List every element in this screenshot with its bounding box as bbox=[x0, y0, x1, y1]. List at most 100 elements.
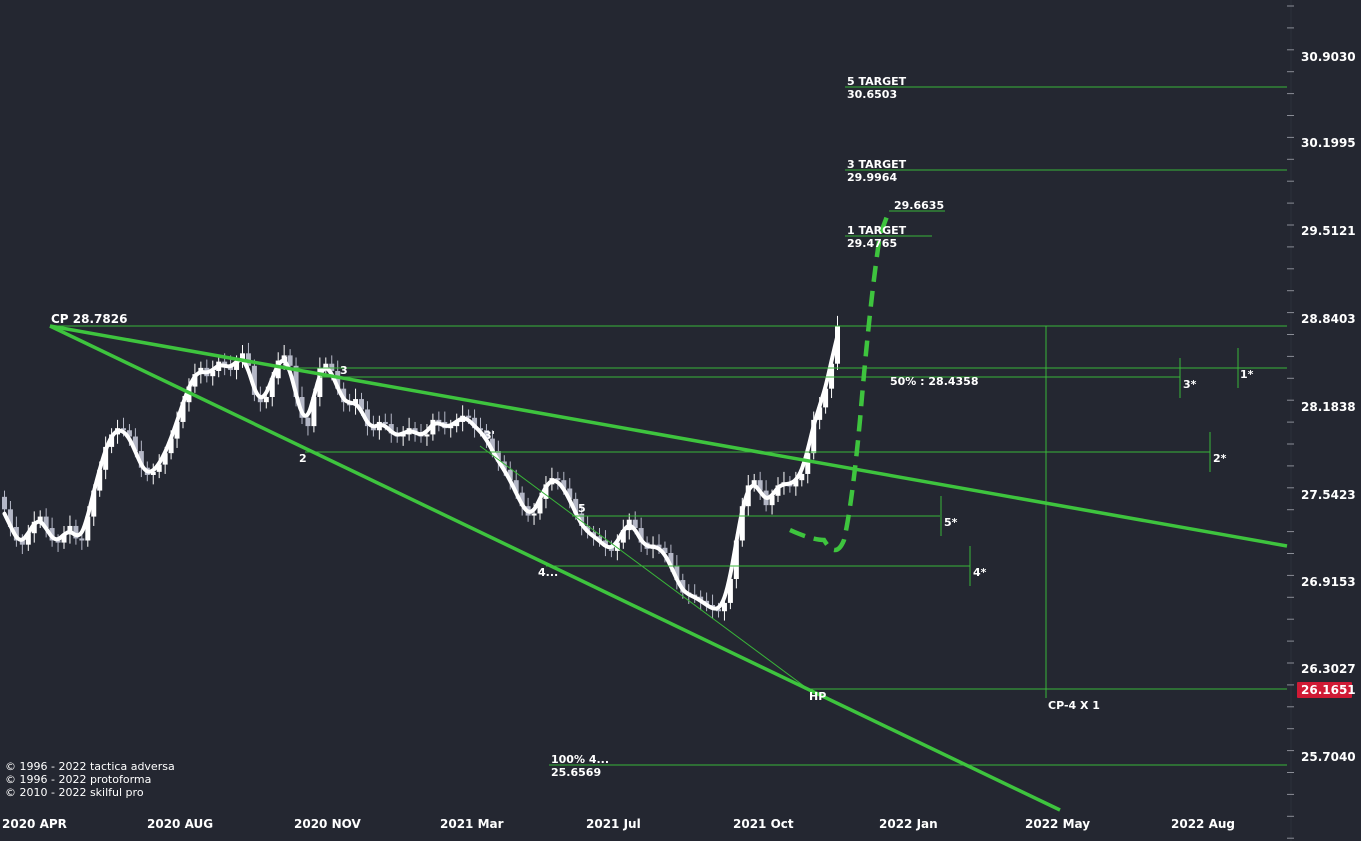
target-5-label-b: 30.6503 bbox=[847, 88, 897, 101]
wave-2-label: 2 bbox=[299, 452, 307, 465]
y-tick-label: 25.7040 bbox=[1301, 750, 1356, 764]
candle-body bbox=[632, 519, 638, 529]
candle-body bbox=[132, 436, 138, 452]
candle-body bbox=[305, 417, 311, 427]
candle-body bbox=[37, 516, 43, 522]
candle-body bbox=[495, 451, 501, 462]
candle-body bbox=[811, 419, 817, 454]
candle-body bbox=[620, 530, 626, 543]
candle-body bbox=[382, 421, 388, 425]
candle-body bbox=[489, 438, 495, 452]
candle-body bbox=[364, 409, 370, 427]
fib-100-label-a: 100% 4... bbox=[551, 753, 609, 766]
proj-label: CP-4 X 1 bbox=[1048, 699, 1100, 712]
candle-body bbox=[835, 326, 840, 364]
y-axis[interactable]: 30.9030 30.1995 29.5121 28.8403 28.1838 27.54… bbox=[1287, 0, 1356, 841]
wave-3-label: 3 bbox=[340, 364, 348, 377]
x-tick-label: 2022 Jan bbox=[879, 817, 938, 831]
x-tick-label: 2022 Aug bbox=[1171, 817, 1235, 831]
candle-body bbox=[126, 430, 132, 437]
candle-body bbox=[638, 528, 644, 543]
x-axis-labels[interactable]: 2020 APR 2020 AUG 2020 NOV 2021 Mar 2021 Jul… bbox=[2, 817, 1235, 831]
target-3-label-a: 3 TARGET bbox=[847, 158, 907, 171]
candle-body bbox=[823, 388, 829, 408]
hp-label: HP bbox=[809, 690, 826, 703]
candle-body bbox=[513, 480, 519, 493]
smoothed-price-line bbox=[2, 333, 840, 611]
target-1-label-a: 1 TARGET bbox=[847, 224, 907, 237]
candle-body bbox=[388, 424, 394, 434]
candle-body bbox=[91, 490, 97, 517]
candle-body bbox=[359, 399, 364, 410]
candle-body bbox=[466, 415, 472, 418]
candle-body bbox=[733, 540, 739, 579]
candle-body bbox=[400, 434, 406, 437]
candle-body bbox=[85, 516, 91, 541]
candle-body bbox=[799, 473, 805, 481]
candle-body bbox=[2, 496, 7, 510]
copyright-line: © 1996 - 2022 protoforma bbox=[5, 773, 152, 786]
projection-dashed-line bbox=[789, 210, 892, 553]
candle-body bbox=[472, 417, 478, 429]
y-tick-label: 26.9153 bbox=[1301, 575, 1356, 589]
y-axis-minor-ticks bbox=[1287, 5, 1294, 839]
dashed-end-label: 29.6635 bbox=[894, 199, 944, 212]
candle-body bbox=[251, 365, 257, 395]
candle-body bbox=[234, 361, 240, 370]
star-3-label: 3* bbox=[1183, 378, 1197, 391]
candle-body bbox=[716, 609, 721, 612]
candle-body bbox=[150, 471, 156, 475]
candle-body bbox=[597, 536, 602, 541]
candle-body bbox=[519, 492, 525, 507]
candle-body bbox=[174, 421, 180, 439]
wave-3-prime-label: 3' bbox=[484, 429, 495, 442]
level-lines bbox=[50, 86, 1287, 766]
candle-body bbox=[121, 428, 126, 431]
candle-body bbox=[287, 355, 293, 366]
candle-body bbox=[483, 430, 489, 439]
candle-body bbox=[769, 495, 775, 506]
candle-body bbox=[162, 453, 168, 465]
fib-100-label-b: 25.6569 bbox=[551, 766, 601, 779]
candle-body bbox=[668, 552, 674, 566]
wave-4-label: 4... bbox=[538, 566, 558, 579]
target-5-label-a: 5 TARGET bbox=[847, 75, 907, 88]
y-tick-label: 28.1838 bbox=[1301, 400, 1356, 414]
candle-body bbox=[73, 525, 79, 539]
candle-body bbox=[817, 407, 823, 420]
candle-body bbox=[662, 547, 668, 553]
candle-body bbox=[793, 480, 799, 487]
x-tick-label: 2020 NOV bbox=[294, 817, 361, 831]
candle-body bbox=[275, 360, 281, 379]
star-5-label: 5* bbox=[944, 516, 958, 529]
chart-annotations: CP 28.7826 5 TARGET 30.6503 3 TARGET 29.… bbox=[51, 75, 1254, 779]
candle-body bbox=[436, 419, 442, 422]
star-1-label: 1* bbox=[1240, 368, 1254, 381]
candle-body bbox=[168, 438, 174, 454]
candle-body bbox=[61, 534, 67, 543]
candle-body bbox=[567, 488, 573, 499]
candle-body bbox=[335, 370, 341, 389]
candle-body bbox=[424, 434, 430, 437]
x-tick-label: 2021 Mar bbox=[440, 817, 504, 831]
candle-body bbox=[454, 421, 460, 427]
y-tick-label: 26.3027 bbox=[1301, 662, 1356, 676]
y-tick-label: 28.8403 bbox=[1301, 312, 1356, 326]
star-4-label: 4* bbox=[973, 566, 987, 579]
candle-body bbox=[263, 396, 269, 403]
target-3-label-b: 29.9964 bbox=[847, 171, 897, 184]
candle-body bbox=[31, 521, 37, 534]
candle-body bbox=[329, 363, 335, 371]
candle-body bbox=[501, 461, 507, 470]
cp-label: CP 28.7826 bbox=[51, 312, 127, 326]
candle-body bbox=[739, 506, 745, 541]
candle-body bbox=[751, 480, 757, 486]
candle-body bbox=[180, 402, 186, 422]
copyright-line: © 2010 - 2022 skilful pro bbox=[5, 786, 144, 799]
candle-body bbox=[555, 478, 561, 481]
thin-channel-line bbox=[479, 445, 809, 690]
upper-trendline bbox=[49, 324, 1288, 548]
x-tick-label: 2020 AUG bbox=[147, 817, 213, 831]
